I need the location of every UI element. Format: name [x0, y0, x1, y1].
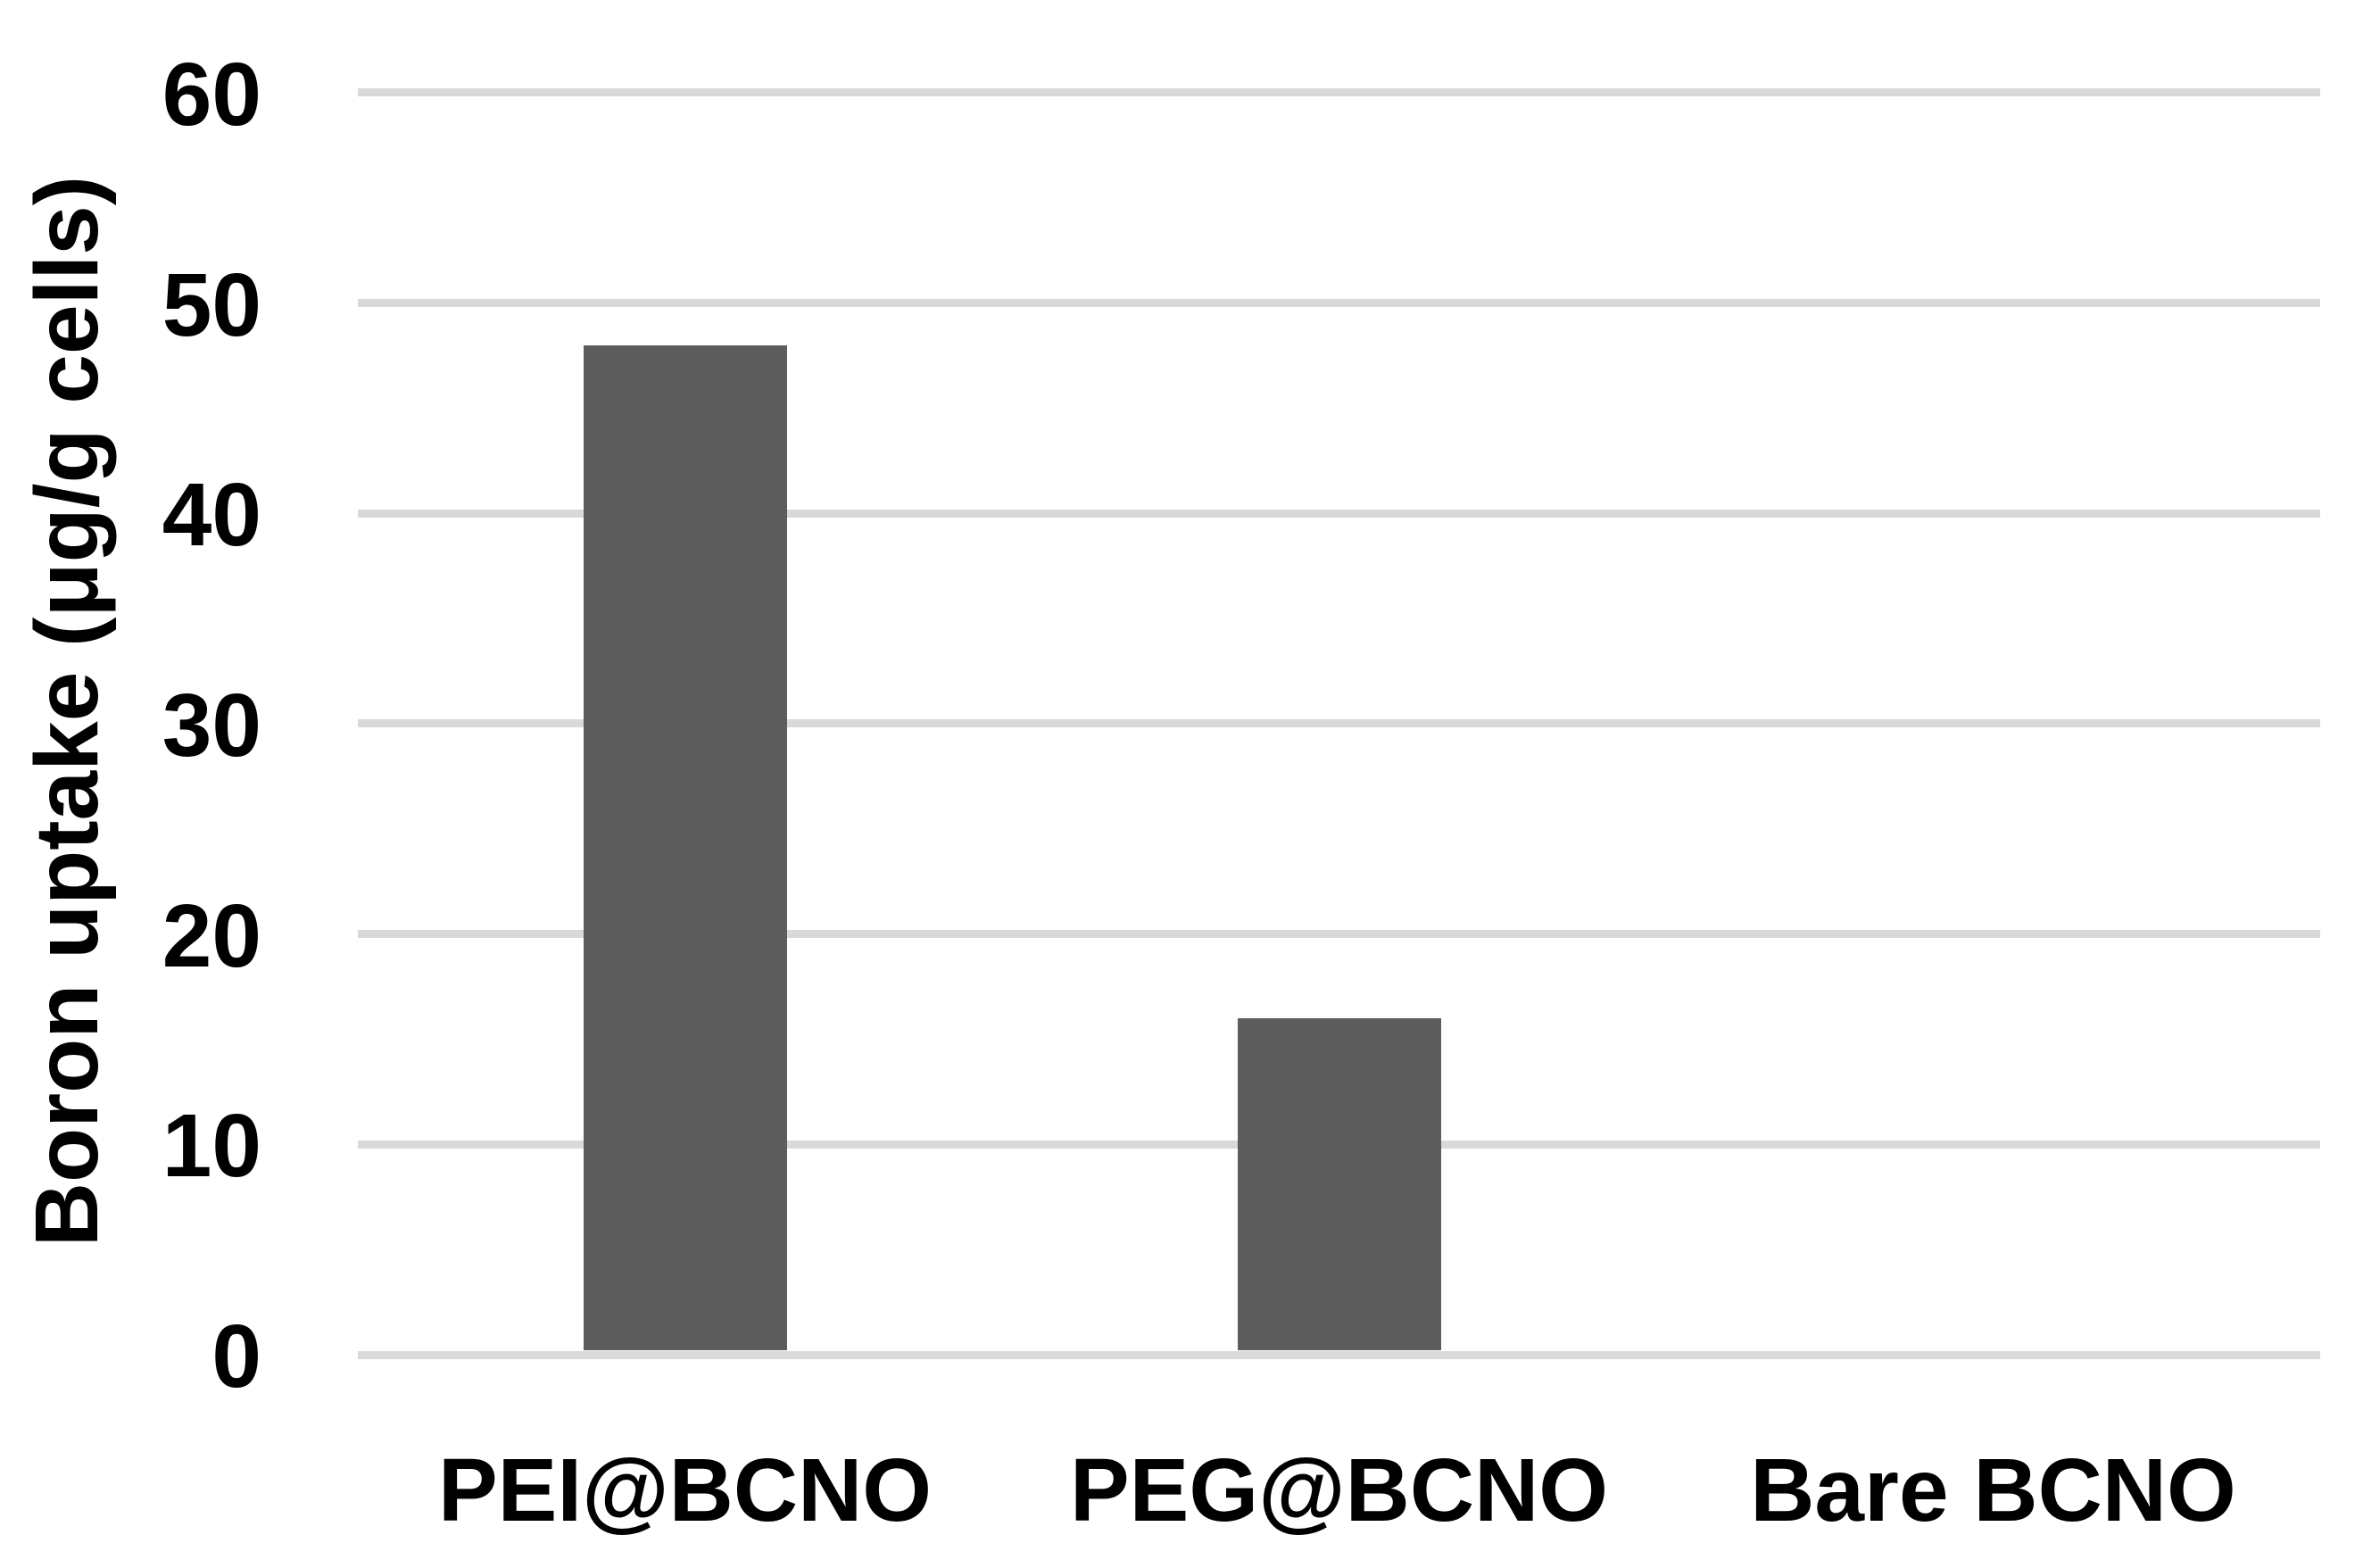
y-tick-label-50: 50 — [162, 254, 261, 355]
x-category-label-pei-bcno: PEI@BCNO — [437, 1440, 933, 1540]
gridline-y-40 — [358, 509, 2320, 518]
x-category-label-peg-bcno: PEG@BCNO — [1069, 1440, 1609, 1540]
y-tick-label-10: 10 — [162, 1096, 261, 1197]
gridline-y-20 — [358, 930, 2320, 939]
y-tick-label-20: 20 — [162, 885, 261, 986]
gridline-y-0 — [358, 1350, 2320, 1359]
gridline-y-60 — [358, 88, 2320, 97]
y-tick-label-0: 0 — [211, 1307, 261, 1406]
gridline-y-50 — [358, 299, 2320, 308]
x-category-label-bare-bcno: Bare BCNO — [1750, 1440, 2236, 1540]
bar-peg-bcno — [1237, 1017, 1441, 1351]
y-tick-label-30: 30 — [162, 675, 261, 776]
y-tick-label-40: 40 — [162, 465, 261, 566]
bar-pei-bcno — [583, 344, 787, 1351]
gridline-y-30 — [358, 719, 2320, 728]
y-tick-label-60: 60 — [162, 44, 261, 145]
